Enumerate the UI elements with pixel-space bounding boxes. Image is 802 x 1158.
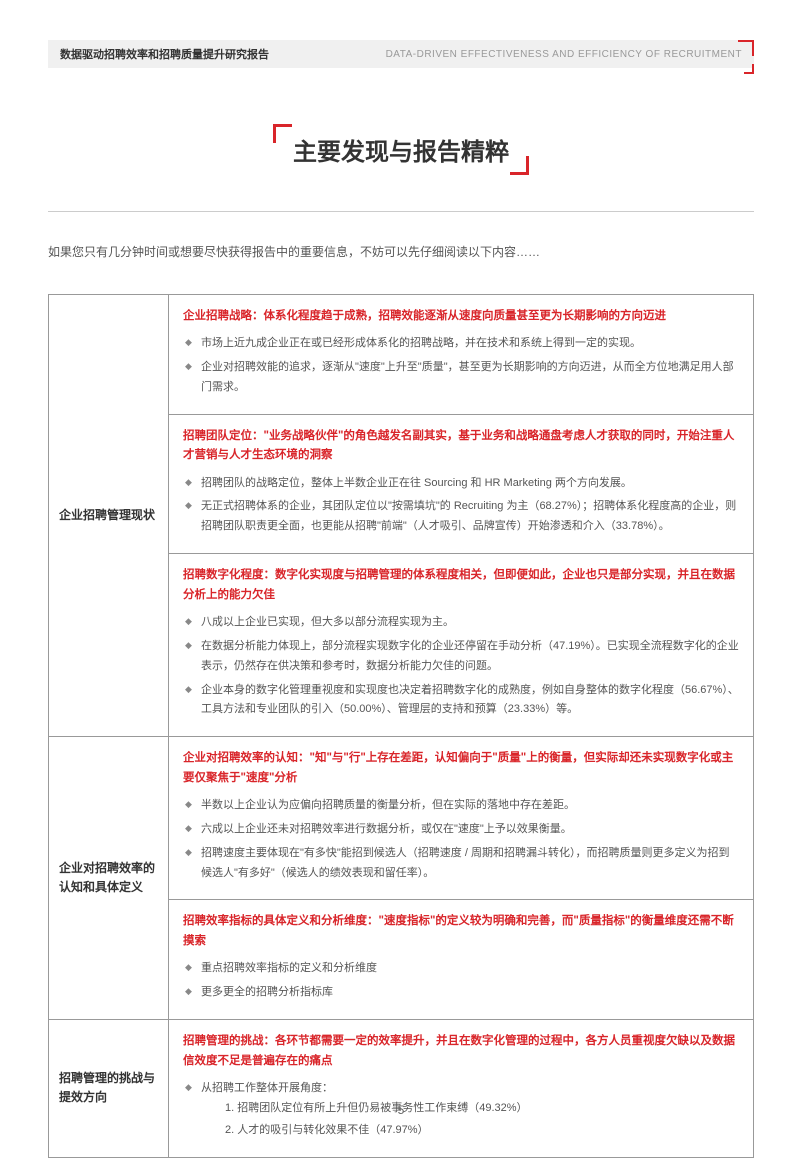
bullet-item: 在数据分析能力体现上，部分流程实现数字化的企业还停留在手动分析（47.19%）。… <box>183 637 739 677</box>
intro-text: 如果您只有几分钟时间或想要尽快获得报告中的重要信息，不妨可以先仔细阅读以下内容…… <box>48 242 754 264</box>
sub-item: 1. 招聘团队定位有所上升但仍易被事务性工作束缚（49.32%） <box>217 1099 739 1119</box>
category-cell: 招聘管理的挑战与提效方向 <box>49 1020 169 1157</box>
bullet-item: 重点招聘效率指标的定义和分析维度 <box>183 959 739 979</box>
section-title: 招聘效率指标的具体定义和分析维度："速度指标"的定义较为明确和完善，而"质量指标… <box>183 912 739 951</box>
section-title: 企业对招聘效率的认知："知"与"行"上存在差距，认知偏向于"质量"上的衡量，但实… <box>183 749 739 788</box>
bullet-item: 招聘团队的战略定位，整体上半数企业正在往 Sourcing 和 HR Marke… <box>183 474 739 494</box>
title-wrapper: 主要发现与报告精粹 <box>273 128 529 171</box>
bullet-item: 八成以上企业已实现，但大多以部分流程实现为主。 <box>183 613 739 633</box>
bullet-item: 无正式招聘体系的企业，其团队定位以"按需填坑"的 Recruiting 为主（6… <box>183 497 739 537</box>
bullet-item: 六成以上企业还未对招聘效率进行数据分析，或仅在"速度"上予以效果衡量。 <box>183 820 739 840</box>
content-cell: 招聘管理的挑战：各环节都需要一定的效率提升，并且在数字化管理的过程中，各方人员重… <box>169 1020 754 1157</box>
section-title: 企业招聘战略：体系化程度趋于成熟，招聘效能逐渐从速度向质量甚至更为长期影响的方向… <box>183 307 739 327</box>
summary-table: 企业招聘管理现状企业招聘战略：体系化程度趋于成熟，招聘效能逐渐从速度向质量甚至更… <box>48 294 754 1158</box>
header-bar: 数据驱动招聘效率和招聘质量提升研究报告 DATA-DRIVEN EFFECTIV… <box>48 40 754 68</box>
divider <box>48 211 754 212</box>
bullet-item: 市场上近九成企业正在或已经形成体系化的招聘战略，并在技术和系统上得到一定的实现。 <box>183 334 739 354</box>
section-title: 招聘团队定位："业务战略伙伴"的角色越发名副其实，基于业务和战略通盘考虑人才获取… <box>183 427 739 466</box>
content-cell: 企业对招聘效率的认知："知"与"行"上存在差距，认知偏向于"质量"上的衡量，但实… <box>169 737 754 1020</box>
bullet-item: 从招聘工作整体开展角度：1. 招聘团队定位有所上升但仍易被事务性工作束缚（49.… <box>183 1079 739 1140</box>
category-cell: 企业对招聘效率的认知和具体定义 <box>49 737 169 1020</box>
header-title-en: DATA-DRIVEN EFFECTIVENESS AND EFFICIENCY… <box>386 49 742 60</box>
section-title: 招聘管理的挑战：各环节都需要一定的效率提升，并且在数字化管理的过程中，各方人员重… <box>183 1032 739 1071</box>
header-title-cn: 数据驱动招聘效率和招聘质量提升研究报告 <box>60 46 269 62</box>
content-cell: 企业招聘战略：体系化程度趋于成熟，招聘效能逐渐从速度向质量甚至更为长期影响的方向… <box>169 294 754 737</box>
category-cell: 企业招聘管理现状 <box>49 294 169 737</box>
bullet-item: 招聘速度主要体现在"有多快"能招到候选人（招聘速度 / 周期和招聘漏斗转化），而… <box>183 844 739 884</box>
section-title: 招聘数字化程度：数字化实现度与招聘管理的体系程度相关，但即便如此，企业也只是部分… <box>183 566 739 605</box>
main-title: 主要发现与报告精粹 <box>273 128 529 171</box>
bullet-item: 企业本身的数字化管理重视度和实现度也决定着招聘数字化的成熟度，例如自身整体的数字… <box>183 681 739 721</box>
sub-item: 2. 人才的吸引与转化效果不佳（47.97%） <box>217 1121 739 1141</box>
bullet-item: 更多更全的招聘分析指标库 <box>183 983 739 1003</box>
bullet-item: 企业对招聘效能的追求，逐渐从"速度"上升至"质量"，甚至更为长期影响的方向迈进，… <box>183 358 739 398</box>
bullet-item: 半数以上企业认为应偏向招聘质量的衡量分析，但在实际的落地中存在差距。 <box>183 796 739 816</box>
page-number: 5 <box>398 1103 405 1117</box>
